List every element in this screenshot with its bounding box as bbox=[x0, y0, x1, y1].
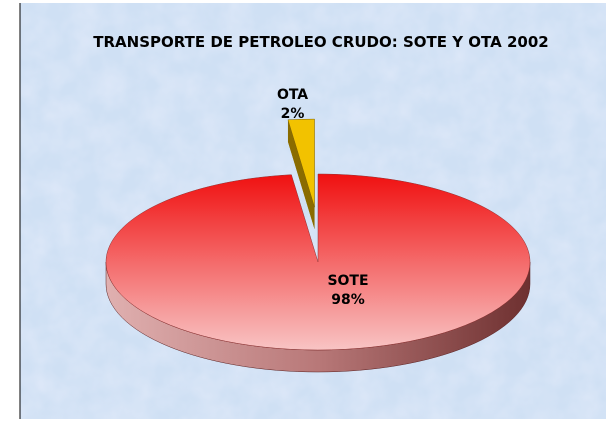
slice-value-label: 2% bbox=[281, 106, 305, 122]
chart-title: TRANSPORTE DE PETROLEO CRUDO: SOTE Y OTA… bbox=[93, 33, 549, 51]
slice-value-label: 98% bbox=[331, 292, 365, 308]
slice-label: SOTE bbox=[327, 273, 368, 289]
slice-label: OTA bbox=[277, 87, 308, 103]
slice bbox=[287, 118, 315, 208]
slice-side bbox=[287, 119, 315, 230]
slice bbox=[105, 173, 531, 351]
